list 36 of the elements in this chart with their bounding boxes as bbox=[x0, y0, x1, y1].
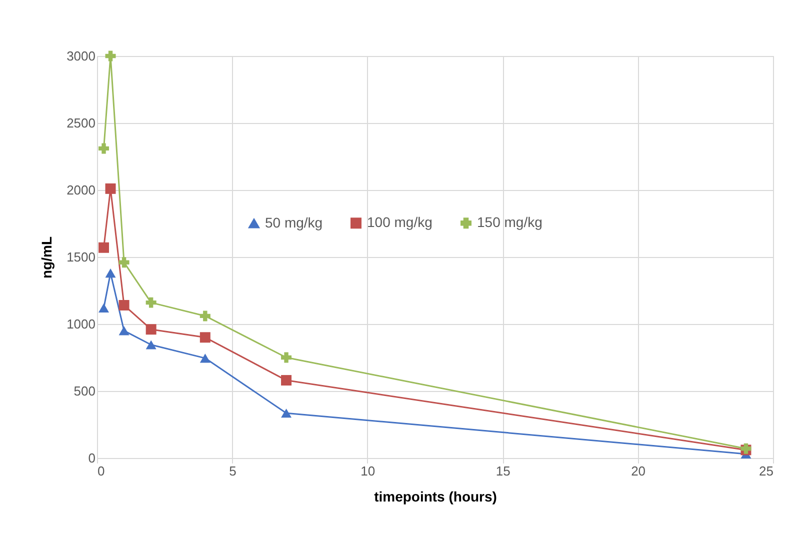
point bbox=[200, 310, 210, 322]
point bbox=[281, 352, 292, 363]
point bbox=[281, 375, 292, 386]
x-axis-title: timepoints (hours) bbox=[374, 488, 497, 504]
x-tick-label: 0 bbox=[98, 464, 105, 478]
point bbox=[98, 143, 110, 154]
point bbox=[200, 332, 210, 343]
point bbox=[118, 257, 130, 268]
y-tick-label: 2000 bbox=[66, 182, 96, 198]
y-axis-title: ng/mL bbox=[38, 236, 55, 278]
x-tick-label: 5 bbox=[229, 464, 236, 478]
x-tick-label: 25 bbox=[759, 464, 774, 478]
point bbox=[146, 297, 156, 308]
x-tick-label: 20 bbox=[631, 464, 646, 478]
y-tick-label: 1000 bbox=[66, 316, 96, 332]
point bbox=[105, 50, 116, 62]
point bbox=[146, 324, 156, 335]
point bbox=[98, 242, 110, 253]
point bbox=[118, 300, 130, 310]
point bbox=[105, 268, 116, 278]
legend-label: 100 mg/kg bbox=[367, 214, 432, 230]
y-tick-label: 2500 bbox=[66, 116, 96, 130]
legend-label: 50 mg/kg bbox=[265, 214, 323, 230]
y-tick-label: 500 bbox=[74, 384, 96, 398]
point bbox=[118, 326, 130, 336]
x-tick-label: 15 bbox=[496, 464, 510, 478]
y-tick-label: 1500 bbox=[66, 250, 96, 264]
y-tick-label: 0 bbox=[88, 450, 96, 466]
point bbox=[281, 408, 292, 418]
y-tick-label: 3000 bbox=[66, 48, 96, 64]
legend-label: 150 mg/kg bbox=[477, 214, 542, 230]
point bbox=[146, 340, 156, 350]
point bbox=[105, 183, 116, 194]
point bbox=[98, 303, 110, 312]
point bbox=[200, 354, 210, 363]
x-tick-label: 10 bbox=[360, 464, 376, 478]
